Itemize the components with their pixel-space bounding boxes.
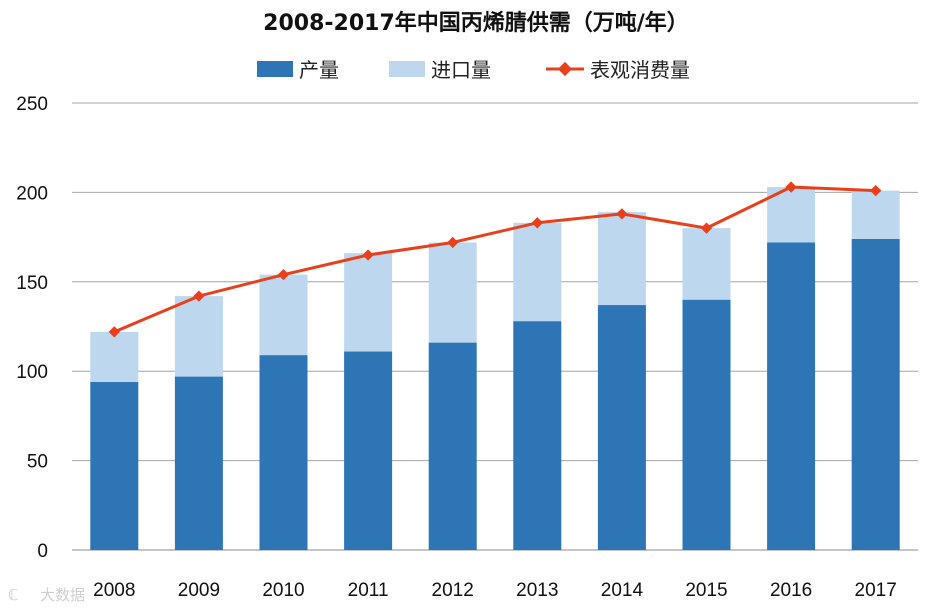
x-tick-label: 2012 <box>432 580 474 601</box>
bar-production <box>767 242 816 551</box>
consumption-point <box>531 217 543 229</box>
legend-swatch-production <box>257 61 293 77</box>
legend-label-production: 产量 <box>299 58 339 82</box>
x-tick-label: 2009 <box>178 580 220 601</box>
y-tick-label: 50 <box>27 452 48 473</box>
y-tick-label: 0 <box>37 541 48 562</box>
bar-production <box>682 299 731 550</box>
bar-imports <box>344 253 393 352</box>
x-tick-label: 2015 <box>685 580 727 601</box>
watermark-logo: ℂ <box>8 586 18 604</box>
x-tick-label: 2010 <box>262 580 304 601</box>
x-axis-ticks: 2008 2009 2010 2011 2012 2013 2014 2015 2016 2017 <box>93 580 897 601</box>
bar-production <box>597 305 646 550</box>
y-tick-label: 150 <box>16 273 48 294</box>
consumption-series-line <box>113 185 876 334</box>
bar-imports <box>259 274 308 356</box>
bar-production <box>851 238 900 550</box>
chart-title: 2008-2017年中国丙烯腈供需（万吨/年） <box>263 10 689 36</box>
consumption-point <box>785 181 797 193</box>
consumption-point <box>277 268 290 281</box>
watermark: ℂ 大数据 <box>8 586 85 604</box>
legend: 产量 进口量 表观消费量 <box>257 58 690 82</box>
legend-swatch-imports <box>389 61 425 77</box>
bar-imports <box>851 190 900 239</box>
y-axis-ticks: 0 50 100 150 200 250 <box>16 94 48 562</box>
bars <box>90 187 900 551</box>
x-tick-label: 2008 <box>93 580 135 601</box>
legend-label-imports: 进口量 <box>431 58 491 82</box>
bar-production <box>90 381 139 550</box>
x-tick-label: 2017 <box>855 580 897 601</box>
y-tick-label: 200 <box>16 183 48 204</box>
consumption-point <box>362 249 374 261</box>
legend-label-consumption: 表观消费量 <box>590 58 690 82</box>
y-tick-label: 100 <box>16 362 48 383</box>
y-tick-label: 250 <box>16 94 48 115</box>
bar-imports <box>174 296 223 377</box>
x-tick-label: 2016 <box>770 580 812 601</box>
bar-production <box>174 376 223 550</box>
x-tick-label: 2013 <box>516 580 558 601</box>
consumption-point <box>193 290 205 302</box>
consumption-point <box>616 208 628 220</box>
bar-imports <box>513 222 562 322</box>
x-tick-label: 2011 <box>348 580 389 601</box>
watermark-text: 大数据 <box>40 586 85 604</box>
bar-imports <box>597 212 646 306</box>
bar-imports <box>682 228 731 300</box>
consumption-point <box>447 236 459 249</box>
legend-marker-consumption <box>557 61 573 77</box>
x-tick-label: 2014 <box>601 580 644 601</box>
bar-production <box>259 355 308 550</box>
bar-imports <box>90 331 139 382</box>
bar-imports <box>428 242 477 343</box>
bar-production <box>344 351 393 550</box>
consumption-point <box>700 222 713 234</box>
consumption-line <box>108 181 882 338</box>
bar-production <box>513 321 562 550</box>
bar-production <box>428 342 477 550</box>
consumption-point <box>870 184 882 197</box>
